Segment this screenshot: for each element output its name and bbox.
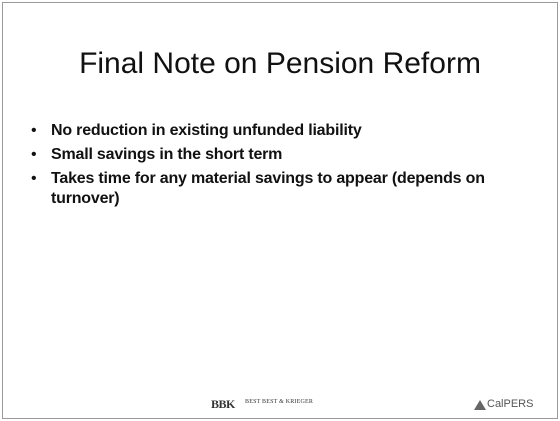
calpers-icon <box>474 400 486 410</box>
bbk-name: BEST BEST & KRIEGER <box>245 399 314 405</box>
calpers-logo: CalPERS <box>487 398 534 410</box>
bullet-list: No reduction in existing unfunded liabil… <box>27 121 527 213</box>
bullet: Takes time for any material savings to a… <box>27 169 527 209</box>
bullet: No reduction in existing unfunded liabil… <box>27 121 527 141</box>
bullet: Small savings in the short term <box>27 145 527 165</box>
slide-title: Final Note on Pension Reform <box>79 47 481 80</box>
bbk-logo: BBK <box>211 397 235 411</box>
